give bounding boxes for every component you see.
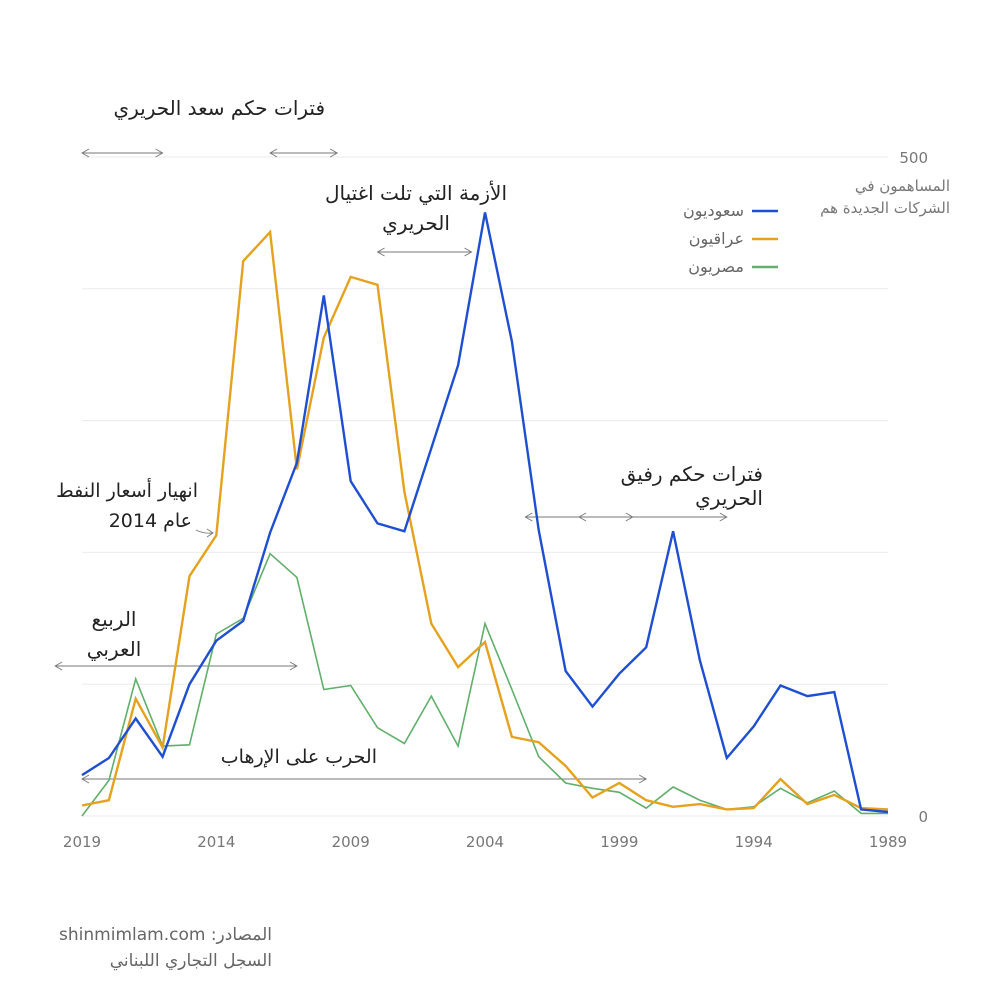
- oil-pointer: [195, 529, 214, 534]
- arrow-head: [464, 247, 473, 257]
- annotation-rafiq-text: فترات حكم رفيق الحريري: [620, 462, 763, 510]
- annotation-assassination-crisis: الأزمة التي تلت اغتيال الحريري: [320, 178, 512, 238]
- series-line: [81, 212, 889, 814]
- x-tick-label: 1989: [869, 833, 907, 851]
- legend-item-egyptian: مصريون: [640, 257, 744, 276]
- annotation-saad-hariri: فترات حكم سعد الحريري: [110, 96, 325, 120]
- gridlines: [82, 156, 888, 817]
- legend-label-saudi: سعوديون: [683, 201, 744, 220]
- y-tick-label: 500: [899, 149, 928, 167]
- series-lines: [81, 212, 889, 817]
- legend-item-saudi: سعوديون: [640, 201, 744, 220]
- oil-pointer-head: [206, 528, 214, 538]
- annotation-crisis-line1: الأزمة التي تلت اغتيال: [324, 181, 508, 205]
- legend-label-iraqi: عراقيون: [688, 229, 744, 248]
- annotation-crisis-line2: الحريري: [382, 211, 450, 235]
- arrow-head: [638, 774, 648, 784]
- annotation-arrows: [54, 148, 728, 784]
- arrow-head: [578, 512, 587, 522]
- arrow-head: [524, 512, 533, 522]
- x-tick-label: 2019: [63, 833, 101, 851]
- source-note: المصادر: shinmimlam.com السجل التجاري ال…: [20, 922, 272, 974]
- legend-item-iraqi: عراقيون: [640, 229, 744, 248]
- source-line1: المصادر: shinmimlam.com: [59, 925, 272, 945]
- y-axis-label: المساهمون في الشركات الجديدة هم: [790, 175, 950, 219]
- annotation-oil-line1: انهيار أسعار النفط: [56, 480, 198, 502]
- annotation-arab-spring: الربيع العربي: [80, 604, 148, 664]
- arrow-head: [376, 247, 385, 257]
- x-tick-label: 2009: [332, 833, 370, 851]
- annotation-war-text: الحرب على الإرهاب: [220, 746, 377, 768]
- arrow-head: [54, 661, 63, 671]
- arrow-head: [81, 148, 90, 158]
- y-axis-label-line1: المساهمون في: [854, 177, 950, 195]
- annotation-oil-line2: عام 2014: [108, 510, 192, 532]
- legend-swatches: [752, 209, 778, 269]
- arrow-head: [81, 774, 90, 784]
- arrow-head: [289, 661, 298, 671]
- annotation-war-on-terror: الحرب على الإرهاب: [215, 746, 377, 768]
- legend-label-egyptian: مصريون: [688, 257, 744, 276]
- annotation-spring-line2: العربي: [86, 637, 142, 661]
- annotation-spring-line1: الربيع: [91, 607, 137, 631]
- y-axis-label-line2: الشركات الجديدة هم: [820, 199, 950, 217]
- series-line: [81, 552, 888, 817]
- arrow-head: [269, 148, 278, 158]
- source-line2: السجل التجاري اللبناني: [109, 951, 272, 971]
- x-tick-label: 1999: [600, 833, 638, 851]
- x-tick-label: 2014: [197, 833, 235, 851]
- y-tick-label: 0: [918, 808, 928, 826]
- x-tick-label: 1994: [735, 833, 773, 851]
- arrow-head: [155, 148, 164, 158]
- annotation-oil-collapse: انهيار أسعار النفط عام 2014: [40, 476, 198, 536]
- series-line: [81, 229, 889, 811]
- annotation-saad-text: فترات حكم سعد الحريري: [113, 96, 325, 120]
- arrow-head: [719, 512, 728, 522]
- annotation-rafiq-hariri: فترات حكم رفيق الحريري: [548, 462, 763, 510]
- tick-labels: 2019 2014 2009 2004 1999 1994 1989 500 0: [63, 149, 928, 851]
- arrow-head: [330, 148, 339, 158]
- x-tick-label: 2004: [466, 833, 504, 851]
